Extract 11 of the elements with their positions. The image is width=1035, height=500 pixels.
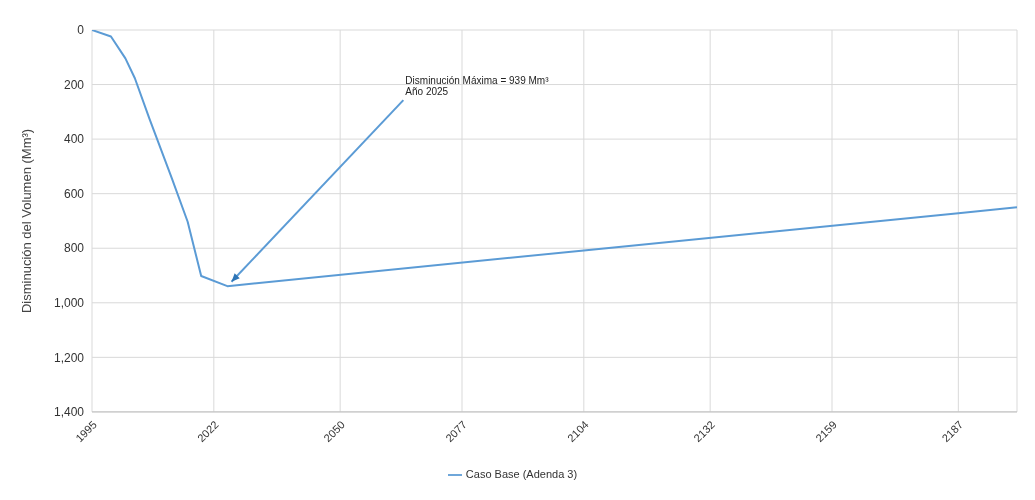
y-tick-label: 0 — [77, 23, 85, 38]
y-tick-label: 800 — [63, 241, 85, 256]
y-tick-label: 200 — [63, 77, 85, 92]
y-tick-label: 1,200 — [53, 350, 85, 365]
y-tick-label: 400 — [63, 132, 85, 147]
y-tick-label: 1,000 — [53, 296, 85, 311]
legend-label: Caso Base (Adenda 3) — [465, 467, 578, 480]
annotation: Disminución Máxima = 939 Mm³ Año 2025 — [405, 75, 550, 98]
y-axis-title: Disminución del Volumen (Mm³) — [18, 128, 34, 314]
y-tick-label: 1,400 — [53, 405, 85, 420]
y-tick-label: 600 — [63, 186, 85, 201]
